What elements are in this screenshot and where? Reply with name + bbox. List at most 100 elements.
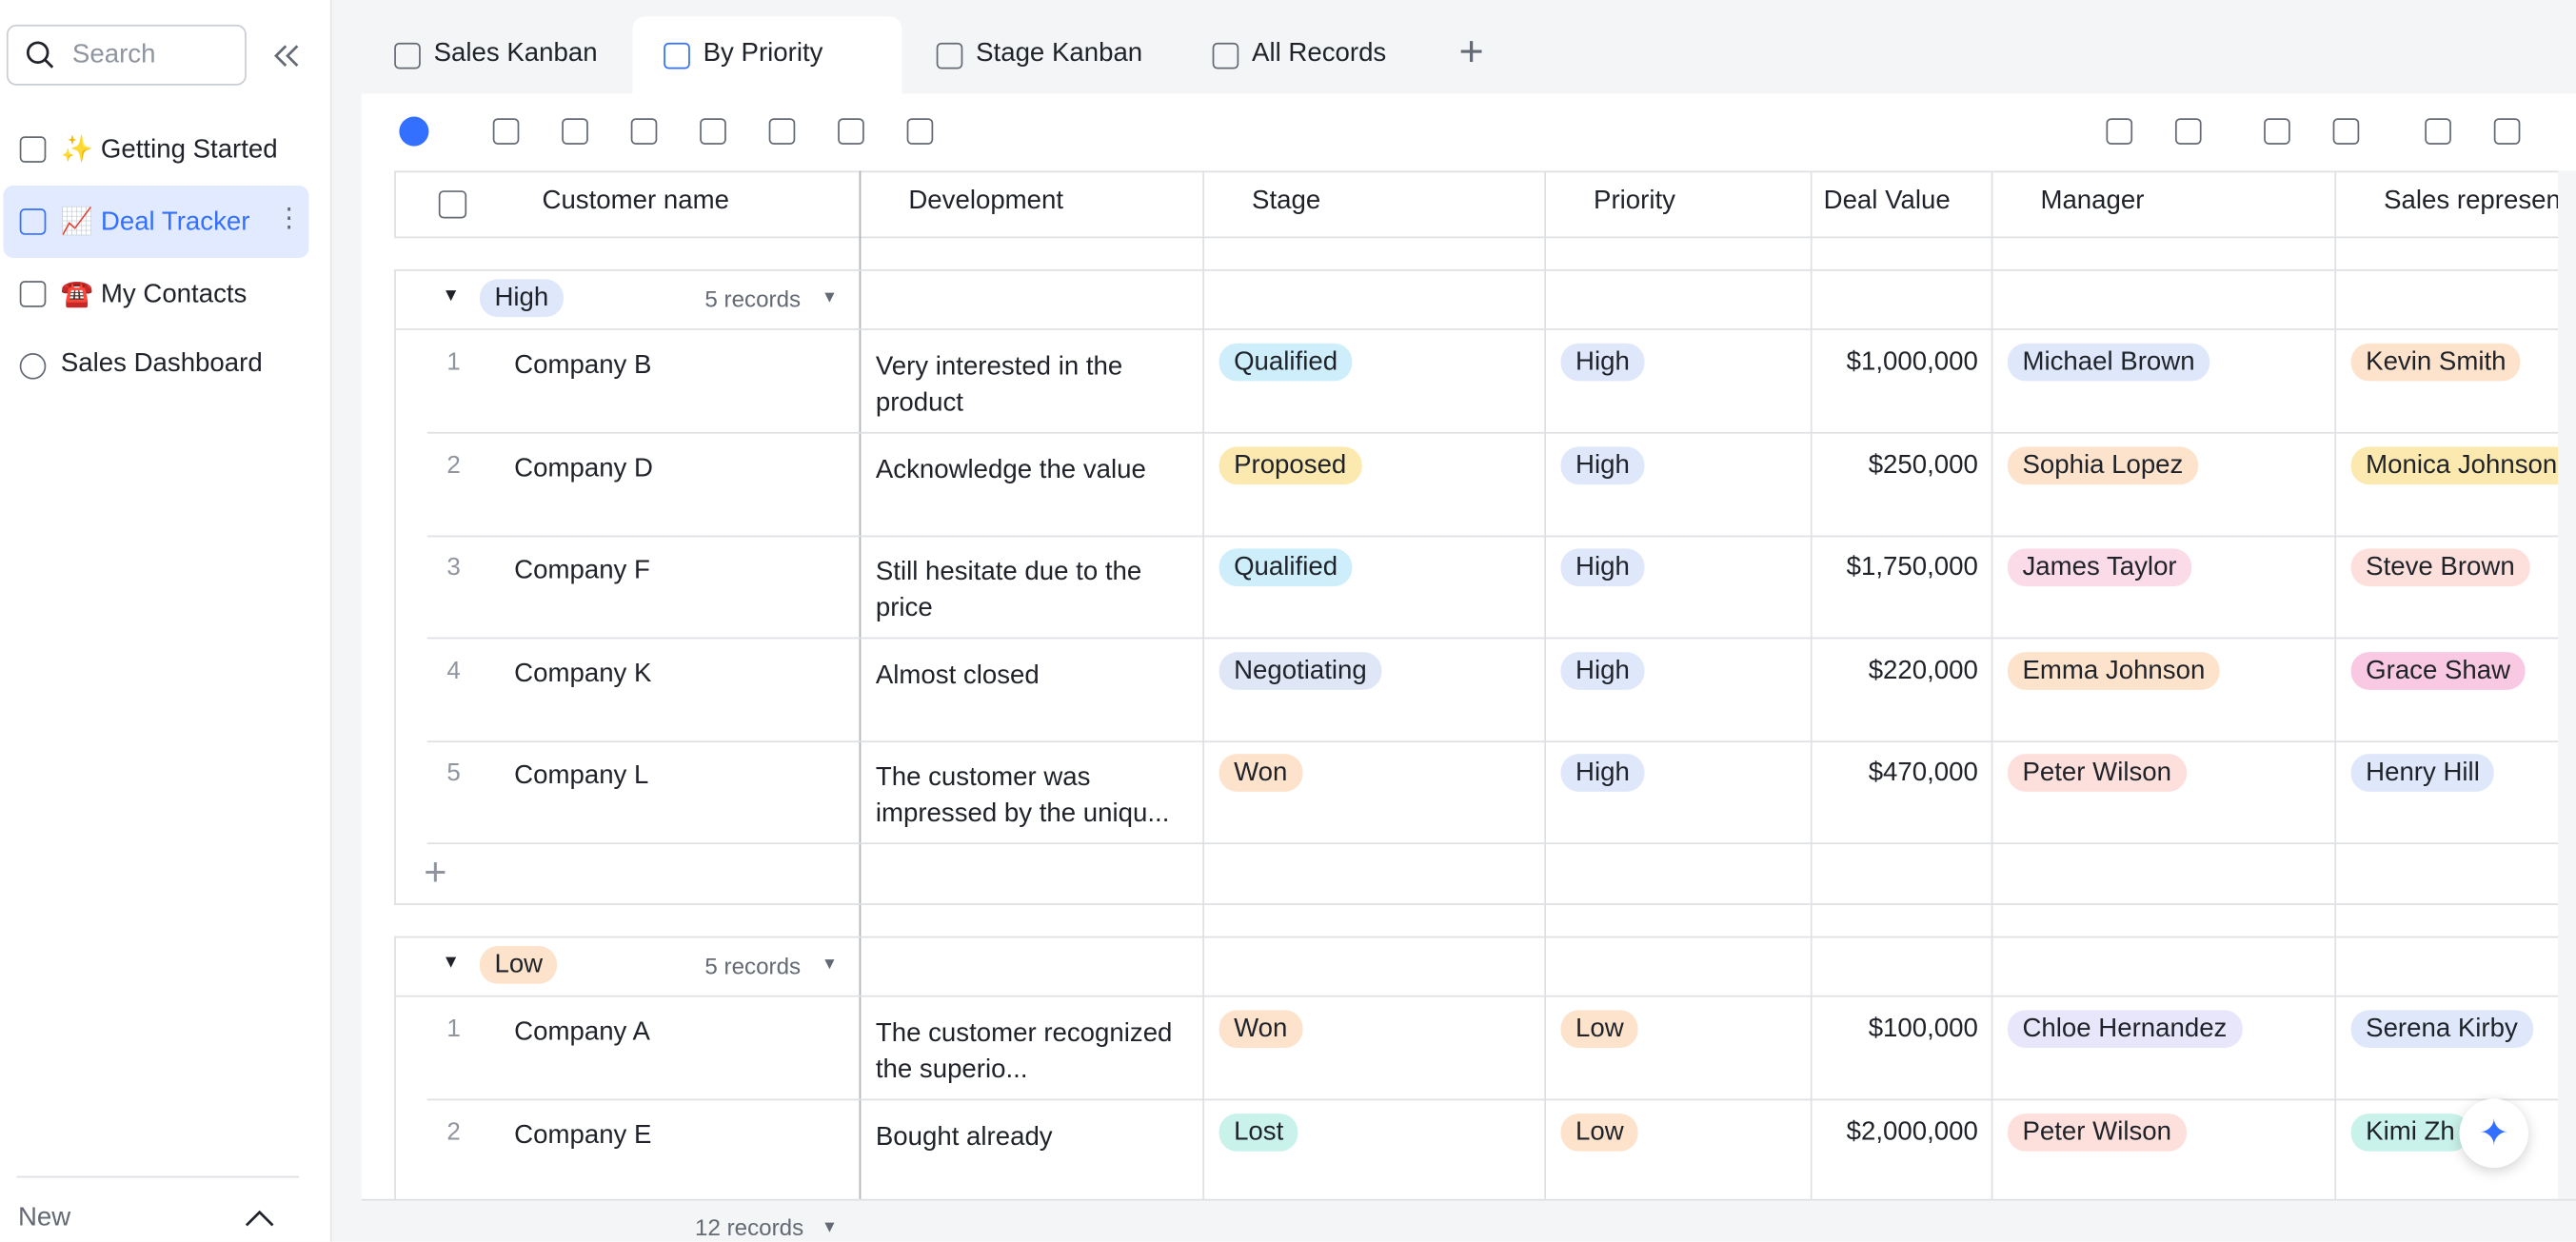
add-tab[interactable]: + — [1458, 26, 1484, 76]
tab[interactable]: By Priority — [703, 39, 823, 68]
new-button[interactable]: New — [17, 1204, 71, 1232]
development: Almost closed — [875, 661, 1040, 690]
column-divider — [1202, 170, 1205, 1199]
sidebar-item[interactable]: ✨ Getting Started — [60, 136, 278, 165]
item-icon — [19, 353, 47, 380]
toolbar-icon[interactable] — [2264, 118, 2290, 145]
tag: High — [1560, 343, 1645, 382]
search-box[interactable]: Search — [6, 24, 247, 86]
row-index: 2 — [446, 1117, 461, 1146]
row-line — [426, 534, 2576, 537]
group-line — [394, 995, 2576, 997]
row-index: 3 — [446, 553, 461, 582]
tab[interactable]: Sales Kanban — [433, 39, 598, 68]
customer: Company K — [514, 660, 652, 688]
row-index: 4 — [446, 656, 461, 685]
row-index: 5 — [446, 759, 461, 788]
row-line — [426, 843, 2576, 845]
development: The customer recognized the superio... — [875, 1019, 1173, 1085]
sidebar-item[interactable]: Sales Dashboard — [60, 349, 263, 378]
tab[interactable]: All Records — [1252, 39, 1387, 68]
select-all[interactable] — [438, 190, 467, 219]
deal-value: $100,000 — [1868, 1015, 1978, 1043]
tag: Serena Kirby — [2350, 1010, 2533, 1049]
mask-right — [2558, 170, 2576, 1199]
tag: Kimi Zh — [2350, 1113, 2470, 1152]
customer: Company A — [514, 1017, 650, 1047]
tag: Proposed — [1219, 445, 1361, 484]
tag: Grace Shaw — [2350, 651, 2526, 690]
expand-icon[interactable] — [243, 1207, 276, 1230]
row-line — [426, 637, 2576, 640]
collapse[interactable]: ▼ — [442, 952, 461, 973]
toolbar-icon[interactable] — [768, 118, 796, 145]
sidebar-item[interactable]: 📈 Deal Tracker — [60, 208, 250, 237]
column-header: Development — [908, 187, 1064, 216]
row-index: 1 — [446, 1015, 461, 1043]
toolbar-icon[interactable] — [2493, 118, 2521, 145]
column-header: Sales represen — [2384, 187, 2559, 216]
tag: High — [1560, 548, 1645, 587]
toolbar-icon[interactable] — [562, 118, 588, 145]
column-divider — [1810, 170, 1813, 1199]
item-icon — [19, 281, 47, 307]
tab-icon — [664, 42, 690, 69]
add-row[interactable]: + — [424, 850, 447, 896]
tag: Chloe Hernandez — [2007, 1010, 2242, 1049]
active-tab-bg — [632, 16, 902, 96]
item-icon — [19, 208, 47, 235]
customer: Company E — [514, 1121, 652, 1150]
development: Still hesitate due to the price — [875, 559, 1142, 623]
add-record[interactable] — [399, 116, 429, 147]
column-header: Customer name — [542, 187, 729, 216]
row-line — [426, 431, 2576, 434]
toolbar-icon[interactable] — [630, 118, 658, 145]
toolbar-icon[interactable] — [2332, 118, 2360, 145]
sidebar: Search New ✨ Getting Started 📈 Deal Track… — [0, 0, 332, 1242]
more-icon[interactable]: ⋮ — [275, 205, 303, 234]
row-index: 2 — [446, 450, 461, 480]
collapse-button[interactable] — [272, 41, 302, 70]
search-placeholder: Search — [71, 41, 156, 69]
ai-button[interactable]: ✦ — [2459, 1098, 2529, 1169]
tag: Won — [1219, 1010, 1302, 1049]
toolbar-icon[interactable] — [2106, 118, 2133, 145]
toolbar-icon[interactable] — [838, 118, 864, 145]
tag: James Taylor — [2007, 548, 2192, 587]
column-divider — [2334, 170, 2337, 1199]
tag: Qualified — [1219, 548, 1353, 587]
tag: Henry Hill — [2350, 754, 2495, 793]
active-item-bg — [3, 186, 309, 258]
column-divider — [1991, 170, 1993, 1199]
toolbar-icon[interactable] — [906, 118, 934, 145]
customer: Company D — [514, 454, 653, 483]
tag: Michael Brown — [2007, 343, 2210, 382]
table — [361, 168, 2576, 1242]
tag: Low — [1560, 1113, 1639, 1152]
header-row — [394, 170, 2576, 239]
tag: Low — [1560, 1010, 1639, 1049]
tab[interactable]: Stage Kanban — [976, 39, 1143, 68]
deal-value: $1,750,000 — [1846, 553, 1978, 582]
group-tag: High — [479, 279, 564, 318]
deal-value: $250,000 — [1868, 450, 1978, 480]
row-line — [426, 739, 2576, 742]
sidebar-item[interactable]: ☎️ My Contacts — [60, 281, 248, 309]
tag: Steve Brown — [2350, 548, 2530, 587]
tag: High — [1560, 651, 1645, 690]
toolbar-icon[interactable] — [2425, 118, 2451, 145]
tag: Lost — [1219, 1113, 1298, 1152]
row-index: 1 — [446, 347, 461, 377]
tab-icon — [936, 42, 963, 69]
tag: Kevin Smith — [2350, 343, 2522, 382]
toolbar-icon[interactable] — [700, 118, 726, 145]
toolbar — [361, 93, 2576, 169]
collapse[interactable]: ▼ — [442, 286, 461, 306]
frozen-divider — [859, 170, 862, 1199]
record-count: 5 records — [704, 286, 802, 312]
column-divider — [1544, 170, 1546, 1199]
toolbar-icon[interactable] — [2174, 118, 2202, 145]
tab-icon — [394, 42, 421, 69]
group-header — [394, 269, 2576, 905]
toolbar-icon[interactable] — [492, 118, 520, 145]
